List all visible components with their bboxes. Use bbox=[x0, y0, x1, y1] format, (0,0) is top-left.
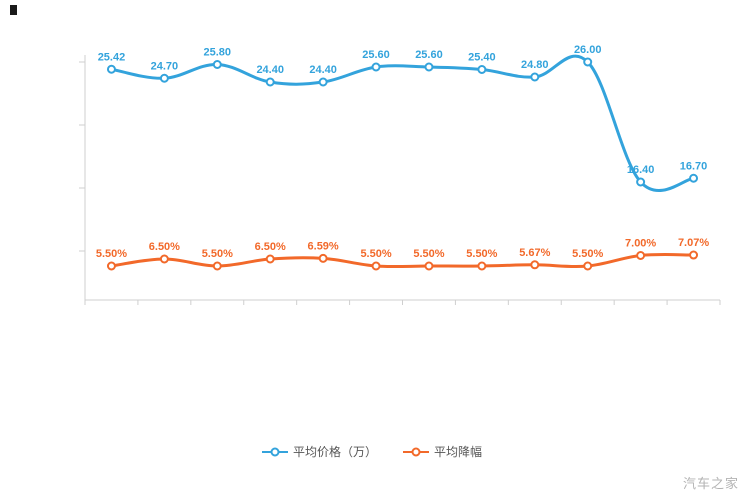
point-label: 25.60 bbox=[362, 49, 390, 61]
point-label: 26.00 bbox=[574, 44, 602, 56]
data-point[interactable] bbox=[689, 173, 699, 183]
data-point[interactable] bbox=[371, 62, 381, 72]
point-label: 25.80 bbox=[204, 47, 232, 59]
point-label: 5.50% bbox=[360, 248, 391, 260]
point-label: 24.80 bbox=[521, 59, 549, 71]
legend-marker-icon bbox=[261, 447, 288, 456]
data-point[interactable] bbox=[106, 261, 116, 271]
data-point[interactable] bbox=[265, 77, 275, 87]
data-point[interactable] bbox=[159, 73, 169, 83]
point-label: 6.50% bbox=[149, 241, 180, 253]
point-label: 25.40 bbox=[468, 52, 496, 64]
point-label: 24.40 bbox=[309, 64, 337, 76]
point-label: 7.00% bbox=[625, 238, 656, 250]
data-point[interactable] bbox=[424, 62, 434, 72]
data-point[interactable] bbox=[583, 57, 593, 67]
point-label: 16.40 bbox=[627, 164, 655, 176]
data-point[interactable] bbox=[106, 64, 116, 74]
point-label: 5.50% bbox=[572, 248, 603, 260]
point-label: 7.07% bbox=[678, 237, 709, 249]
data-point[interactable] bbox=[636, 251, 646, 260]
series-line-1 bbox=[109, 252, 696, 269]
point-label: 6.59% bbox=[308, 240, 339, 252]
legend-item-1[interactable]: 平均降幅 bbox=[403, 443, 482, 460]
data-point[interactable] bbox=[583, 261, 593, 271]
point-label: 24.40 bbox=[256, 64, 284, 76]
data-point[interactable] bbox=[636, 177, 646, 187]
point-label: 25.60 bbox=[415, 49, 443, 61]
data-point[interactable] bbox=[477, 261, 487, 271]
legend-item-0[interactable]: 平均价格（万） bbox=[261, 443, 377, 460]
data-point[interactable] bbox=[371, 261, 381, 271]
point-label: 16.70 bbox=[680, 160, 708, 172]
legend-label: 平均价格（万） bbox=[292, 445, 377, 459]
point-label: 5.50% bbox=[96, 248, 127, 260]
point-label: 24.70 bbox=[151, 60, 179, 72]
data-point[interactable] bbox=[318, 253, 328, 263]
chart-legend: 平均价格（万） 平均降幅 bbox=[0, 443, 744, 460]
data-point[interactable] bbox=[265, 254, 275, 264]
legend-marker-icon bbox=[403, 447, 429, 456]
point-label: 6.50% bbox=[255, 241, 286, 253]
legend-label: 平均降幅 bbox=[434, 445, 483, 459]
data-point[interactable] bbox=[159, 254, 169, 264]
data-point[interactable] bbox=[477, 65, 487, 74]
data-point[interactable] bbox=[424, 261, 434, 271]
data-point[interactable] bbox=[318, 77, 328, 87]
series-line-0 bbox=[109, 54, 696, 192]
corner-logo-mark bbox=[10, 5, 17, 15]
data-point[interactable] bbox=[212, 261, 222, 271]
point-label: 5.67% bbox=[519, 247, 550, 259]
data-point[interactable] bbox=[530, 260, 540, 270]
chart-canvas: 25.42 24.70 25.80 24.40 24.40 25.60 25.60 25.40… bbox=[79, 44, 721, 305]
point-label: 5.50% bbox=[413, 248, 444, 260]
point-label: 5.50% bbox=[466, 248, 497, 260]
data-point[interactable] bbox=[530, 72, 540, 82]
watermark: 汽车之家 bbox=[682, 476, 739, 491]
point-label: 5.50% bbox=[202, 248, 233, 260]
data-point[interactable] bbox=[212, 60, 222, 69]
data-point[interactable] bbox=[689, 250, 699, 260]
point-label: 25.42 bbox=[98, 51, 126, 63]
